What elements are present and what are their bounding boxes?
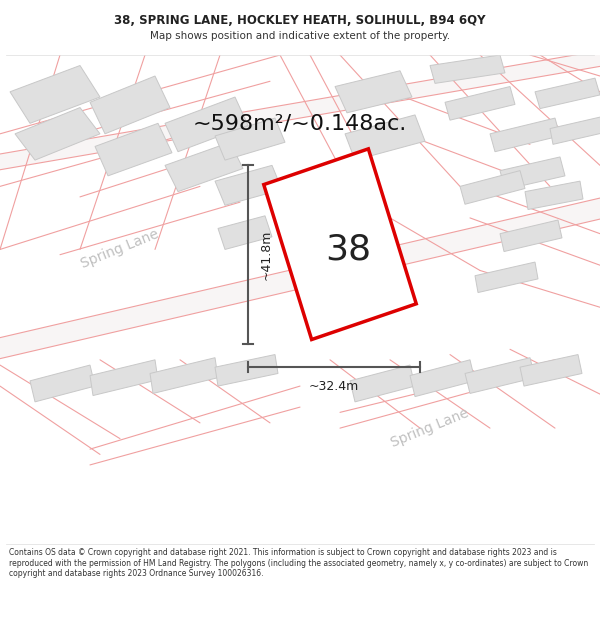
Polygon shape xyxy=(535,78,600,109)
Text: Spring Lane: Spring Lane xyxy=(79,228,161,271)
Polygon shape xyxy=(490,118,560,152)
Polygon shape xyxy=(30,365,95,402)
Text: Contains OS data © Crown copyright and database right 2021. This information is : Contains OS data © Crown copyright and d… xyxy=(9,548,588,578)
Polygon shape xyxy=(410,360,475,397)
Polygon shape xyxy=(90,76,170,134)
Text: ~32.4m: ~32.4m xyxy=(309,380,359,392)
Polygon shape xyxy=(335,71,412,112)
Text: ~598m²/~0.148ac.: ~598m²/~0.148ac. xyxy=(193,113,407,133)
Text: Map shows position and indicative extent of the property.: Map shows position and indicative extent… xyxy=(150,31,450,41)
Polygon shape xyxy=(465,357,535,394)
Text: Spring Lane: Spring Lane xyxy=(389,406,471,450)
Polygon shape xyxy=(0,197,600,360)
Polygon shape xyxy=(500,220,562,251)
Polygon shape xyxy=(215,166,282,205)
Polygon shape xyxy=(460,171,525,204)
Polygon shape xyxy=(475,262,538,292)
Text: 38: 38 xyxy=(325,232,371,266)
Polygon shape xyxy=(430,55,505,83)
Polygon shape xyxy=(215,354,278,386)
Polygon shape xyxy=(215,118,285,160)
Polygon shape xyxy=(520,354,582,386)
Polygon shape xyxy=(15,107,100,160)
Polygon shape xyxy=(525,181,583,209)
Text: ~41.8m: ~41.8m xyxy=(260,229,273,280)
Polygon shape xyxy=(95,123,172,176)
Polygon shape xyxy=(264,149,416,339)
Polygon shape xyxy=(165,142,243,192)
Polygon shape xyxy=(90,360,158,396)
Polygon shape xyxy=(500,157,565,189)
Polygon shape xyxy=(345,115,425,160)
Text: 38, SPRING LANE, HOCKLEY HEATH, SOLIHULL, B94 6QY: 38, SPRING LANE, HOCKLEY HEATH, SOLIHULL… xyxy=(114,14,486,27)
Polygon shape xyxy=(350,365,415,402)
Polygon shape xyxy=(0,50,600,171)
Polygon shape xyxy=(550,116,600,144)
Polygon shape xyxy=(218,216,272,249)
Polygon shape xyxy=(10,66,100,123)
Polygon shape xyxy=(445,86,515,120)
Polygon shape xyxy=(150,357,218,394)
Polygon shape xyxy=(165,97,248,152)
